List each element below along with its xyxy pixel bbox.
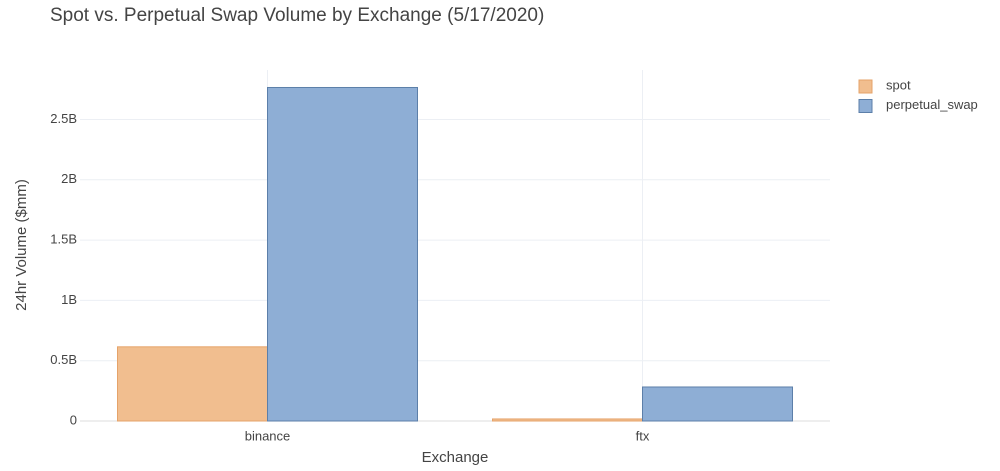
y-tick-label: 2B [61, 171, 77, 186]
chart-title: Spot vs. Perpetual Swap Volume by Exchan… [50, 5, 544, 26]
x-axis-title: Exchange [422, 449, 489, 466]
legend-swatch [858, 99, 873, 113]
x-tick-label: ftx [636, 428, 650, 443]
x-tick-label: binance [245, 428, 291, 443]
legend-swatch [858, 79, 873, 94]
y-tick-label: 1.5B [50, 232, 77, 247]
legend-label: spot [886, 77, 911, 92]
y-tick-label: 1B [61, 292, 77, 307]
y-tick-label: 2.5B [50, 111, 77, 126]
legend-label: perpetual_swap [886, 97, 978, 112]
y-tick-label: 0 [70, 412, 77, 427]
bar [492, 418, 643, 422]
y-axis-title: 24hr Volume ($mm) [13, 179, 30, 311]
y-tick-label: 0.5B [50, 352, 77, 367]
bar [267, 86, 418, 422]
bar [642, 386, 793, 422]
bar [117, 346, 268, 422]
